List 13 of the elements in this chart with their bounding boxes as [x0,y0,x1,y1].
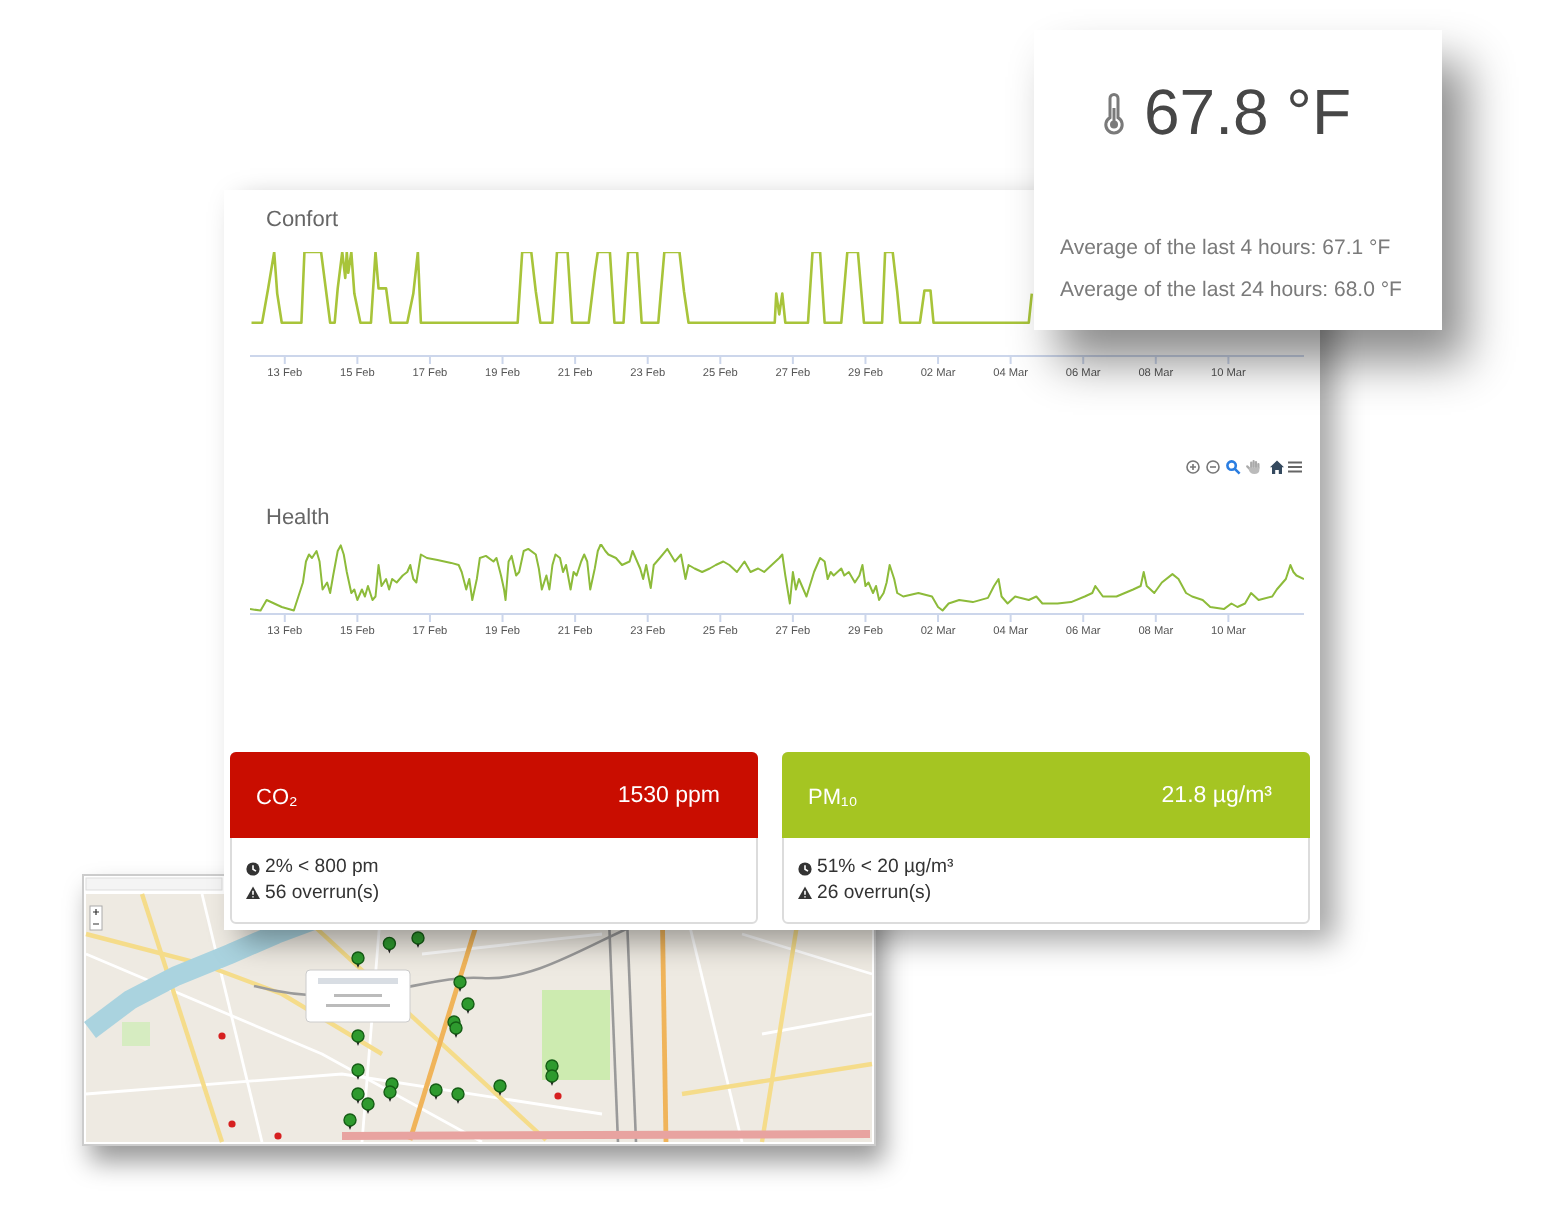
chart-title: Health [266,506,330,532]
text: 67.8 °F [1144,76,1352,148]
text: 51% < 20 µg/m³ [817,856,954,880]
annotation: Average of the last 4 hours: 67.1 °F [1060,236,1391,260]
text: 2% < 800 pm [265,856,379,880]
text: 56 overrun(s) [265,881,380,906]
text: PM₁₀ [808,784,858,812]
text: 21.8 µg/m³ [1161,782,1272,810]
text: 26 overrun(s) [817,881,932,906]
text: 1530 ppm [617,782,720,810]
text: CO₂ [256,784,298,812]
chart-title: Confort [266,208,339,234]
annotation: Average of the last 24 hours: 68.0 °F [1060,278,1402,302]
